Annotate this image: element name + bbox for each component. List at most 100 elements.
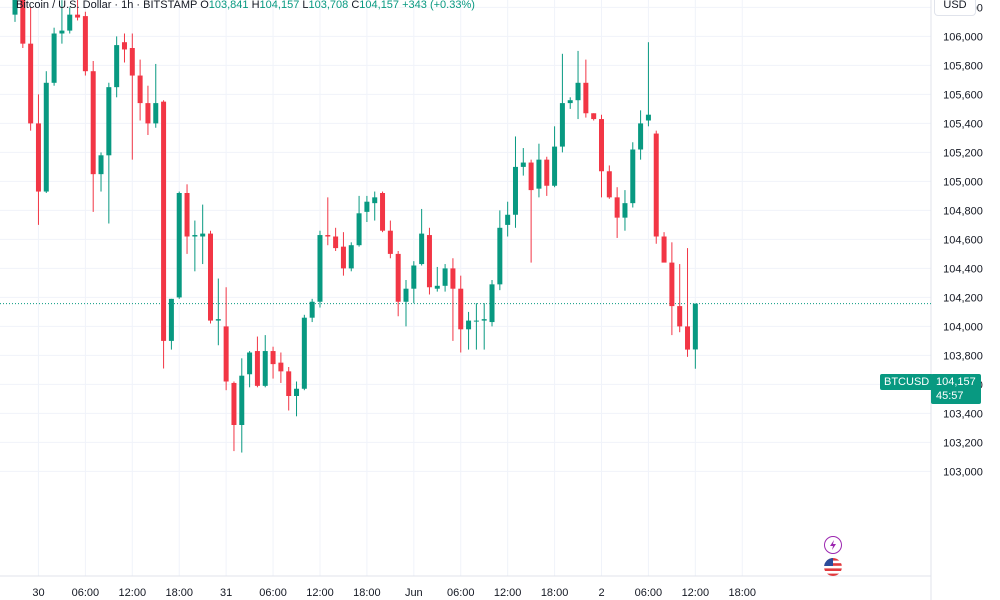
candle-up [473, 303, 479, 350]
candle-body [645, 114, 651, 121]
candle-body [411, 265, 417, 289]
candle-body [317, 235, 323, 302]
candle-up [645, 42, 651, 127]
price-tick-label: 105,600 [943, 89, 983, 101]
candle-body [12, 0, 18, 15]
candle-body [309, 301, 315, 318]
candle-body [583, 82, 589, 114]
candle-down [82, 11, 88, 76]
candle-body [333, 236, 339, 249]
change-value: +343 (+0.33%) [402, 0, 475, 11]
candle-down [278, 352, 284, 383]
candle-up [442, 264, 448, 292]
low-label: L [302, 0, 309, 11]
candle-body [685, 326, 691, 350]
close-label: C [351, 0, 360, 11]
candle-body [278, 362, 284, 372]
candle-up [419, 208, 425, 266]
candle-body [466, 320, 472, 330]
candle-up [317, 230, 323, 308]
candle-body [669, 262, 675, 307]
candle-body [606, 171, 612, 198]
candle-up [481, 303, 487, 350]
time-tick-label: 31 [220, 587, 232, 599]
candle-body [661, 236, 667, 263]
candle-down [387, 220, 393, 259]
candle-down [20, 0, 26, 48]
grid-lines [0, 0, 931, 576]
candle-down [35, 94, 41, 225]
candle-down [90, 61, 96, 212]
candle-body [301, 317, 307, 389]
price-tick-label: 104,600 [943, 234, 983, 246]
candle-up [356, 195, 362, 247]
time-tick-label: 06:00 [259, 587, 287, 599]
candle-down [161, 100, 167, 369]
candle-body [231, 382, 237, 425]
candle-body [67, 14, 73, 31]
candle-body [489, 284, 495, 323]
currency-unit-button[interactable]: USD [934, 0, 976, 16]
us-flag-icon[interactable] [824, 558, 842, 576]
candle-body [208, 233, 213, 321]
candles [12, 0, 698, 453]
candle-up [622, 190, 628, 231]
candle-down [661, 232, 667, 263]
candle-up [262, 335, 268, 388]
candle-up [630, 142, 636, 208]
time-tick-label: 12:00 [306, 587, 334, 599]
candle-body [294, 388, 300, 396]
price-tick-label: 103,200 [943, 437, 983, 449]
candle-body [473, 320, 479, 322]
candle-body [168, 298, 174, 341]
time-tick-label: 2 [598, 587, 604, 599]
candle-body [458, 288, 464, 330]
candle-body [114, 45, 120, 88]
lightning-icon[interactable] [824, 536, 842, 554]
candle-up [575, 50, 581, 120]
candle-body [121, 42, 127, 50]
candle-down [340, 232, 346, 276]
candle-body [215, 319, 221, 321]
symbol-description: Bitcoin / U.S. Dollar · 1h · BITSTAMP [16, 0, 198, 11]
candle-down [685, 248, 691, 357]
candle-down [677, 264, 683, 333]
candle-up [192, 220, 198, 272]
candle-up [692, 303, 698, 369]
candle-up [536, 143, 542, 198]
candle-up [520, 148, 526, 176]
price-tick-label: 103,800 [943, 350, 983, 362]
candle-body [325, 235, 331, 237]
candle-down [129, 33, 135, 160]
candle-up [348, 242, 354, 272]
time-tick-label: 12:00 [682, 587, 710, 599]
candle-body [395, 253, 401, 302]
symbol-legend: Bitcoin / U.S. Dollar · 1h · BITSTAMP O1… [16, 0, 475, 13]
candle-body [239, 375, 245, 425]
candle-down [333, 227, 339, 251]
time-tick-label: 12:00 [119, 587, 147, 599]
candle-up [559, 53, 565, 153]
candle-down [121, 33, 127, 63]
time-axis[interactable]: 30 06:00 12:00 18:00 31 06:00 12:00 18:00 Jun 06:… [32, 587, 756, 599]
last-price-tag: 104,157 45:57 [931, 374, 981, 404]
candle-body [35, 123, 41, 192]
candle-body [82, 16, 88, 72]
candle-up [497, 210, 503, 291]
candle-down [614, 187, 620, 238]
candle-up [309, 298, 315, 323]
candle-body [567, 100, 573, 104]
candle-body [426, 235, 432, 288]
candle-up [12, 0, 18, 22]
candle-body [28, 43, 34, 124]
candle-body [442, 268, 448, 286]
price-axis[interactable]: 103,000103,200103,400103,600103,800104,0… [943, 0, 983, 478]
candle-body [254, 351, 260, 386]
price-tick-label: 104,200 [943, 292, 983, 304]
candle-up [294, 381, 300, 417]
candle-down [606, 165, 612, 199]
candle-up [215, 278, 221, 346]
candle-up [638, 110, 644, 160]
candle-up [301, 314, 307, 391]
